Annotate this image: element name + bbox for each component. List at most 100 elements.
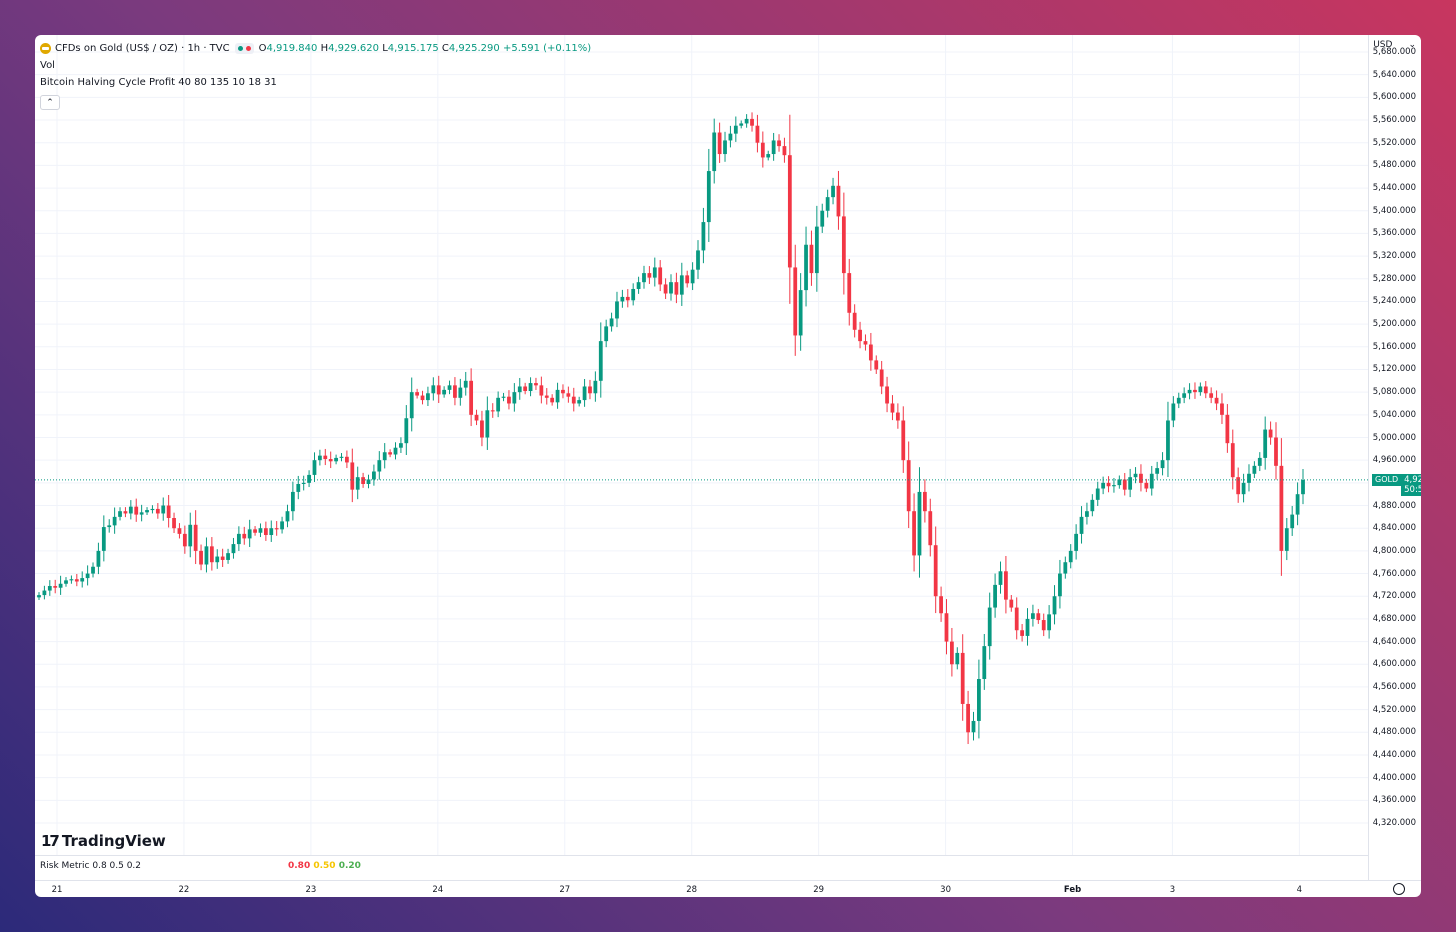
candle <box>1176 392 1181 409</box>
candle-body <box>652 267 657 278</box>
candle-body <box>971 720 976 733</box>
time-tick-label: 24 <box>432 885 444 895</box>
candle-body <box>690 269 695 284</box>
candle-body <box>890 403 895 413</box>
candle-body <box>1220 403 1224 415</box>
collapse-legend-button[interactable]: ⌃ <box>40 95 60 110</box>
candle <box>971 711 976 741</box>
settings-gear-icon[interactable] <box>1393 883 1405 895</box>
candle <box>490 403 495 418</box>
candle-body <box>1128 477 1133 490</box>
candle-body <box>1247 473 1251 483</box>
candle-body <box>409 392 414 419</box>
chevron-down-icon: ⌄ <box>1408 40 1416 50</box>
candle-body <box>679 275 684 295</box>
candle <box>901 406 906 473</box>
candle <box>944 599 949 655</box>
halving-indicator-label[interactable]: Bitcoin Halving Cycle Profit 40 80 135 1… <box>40 77 277 88</box>
candle-body <box>901 420 906 461</box>
candle <box>1263 416 1268 470</box>
candle-body <box>1263 429 1268 458</box>
candle-body <box>636 282 641 289</box>
candle <box>145 507 149 515</box>
candle <box>220 548 225 567</box>
candle <box>1198 382 1203 396</box>
candle-body <box>447 385 452 390</box>
time-axis[interactable]: 2122232427282930Feb3456 <box>35 880 1421 897</box>
candle-body <box>1252 465 1257 474</box>
candle-body <box>593 380 598 394</box>
candle <box>339 453 344 462</box>
candle <box>453 377 457 406</box>
candle-body <box>1198 386 1203 393</box>
candle <box>388 449 393 458</box>
symbol-title[interactable]: CFDs on Gold (US$ / OZ) · 1h · TVC <box>55 43 230 54</box>
candle-body <box>1225 414 1230 444</box>
price-axis[interactable]: USD ⌄ 4,320.000 4,360.000 4,400.000 4,440.0… <box>1368 35 1421 880</box>
candle <box>47 580 52 596</box>
candle-body <box>453 385 457 398</box>
candle <box>64 577 68 587</box>
time-tick-label: 4 <box>1296 885 1303 895</box>
candle-body <box>53 586 58 588</box>
candle <box>91 562 95 578</box>
currency-selector[interactable]: USD ⌄ <box>1373 40 1416 50</box>
candle <box>625 289 630 308</box>
price-tick-label: 4,960.000 <box>1372 455 1416 466</box>
candle <box>550 394 555 406</box>
pane-divider[interactable] <box>35 855 1369 856</box>
bar-countdown: 50:59 <box>1404 484 1421 495</box>
candle <box>1036 608 1041 624</box>
candle <box>820 203 825 233</box>
candle-body <box>350 462 355 490</box>
candle-body <box>1085 511 1089 517</box>
candle-body <box>150 508 155 511</box>
candle-body <box>858 329 862 342</box>
candle <box>787 114 792 304</box>
chart-plot[interactable] <box>35 35 1369 855</box>
candle-body <box>760 142 765 158</box>
candle-body <box>566 393 571 397</box>
market-status-pill[interactable] <box>234 43 254 54</box>
candle-body <box>723 140 727 155</box>
risk-metric-label[interactable]: Risk Metric 0.8 0.5 0.2 <box>40 861 142 871</box>
candle-body <box>534 383 538 386</box>
candle-body <box>1149 473 1154 489</box>
candle <box>1063 556 1068 579</box>
candle-body <box>431 385 436 394</box>
candle <box>555 382 560 409</box>
candle-body <box>809 244 814 274</box>
candle <box>280 516 284 534</box>
candle <box>982 633 987 690</box>
candle <box>1009 594 1014 612</box>
candle <box>1117 475 1122 489</box>
candle-body <box>220 556 225 560</box>
alert-icon <box>245 46 251 51</box>
candle-body <box>1236 477 1241 495</box>
candle <box>1095 481 1100 506</box>
candle-body <box>523 386 528 392</box>
candle-body <box>928 511 933 546</box>
candle <box>739 120 744 129</box>
vol-indicator-label[interactable]: Vol <box>40 60 55 71</box>
candle-body <box>831 185 835 198</box>
time-tick-label: 22 <box>178 885 190 895</box>
candle-body <box>247 529 252 539</box>
candle-body <box>847 273 852 313</box>
candle-body <box>339 456 344 458</box>
candle-body <box>825 197 830 211</box>
candle-body <box>1295 494 1300 515</box>
candle-body <box>269 528 274 536</box>
candle <box>1133 467 1138 484</box>
candle <box>182 525 187 554</box>
candle-body <box>1139 473 1143 483</box>
tradingview-logo[interactable]: 17 TradingView <box>41 832 166 850</box>
candle-body <box>361 477 365 484</box>
candle <box>1122 472 1127 496</box>
candle-body <box>550 397 555 403</box>
candle-body <box>733 125 738 134</box>
candle <box>825 189 830 218</box>
candle-body <box>280 521 284 530</box>
candle-body <box>328 459 333 462</box>
candle <box>501 392 506 402</box>
